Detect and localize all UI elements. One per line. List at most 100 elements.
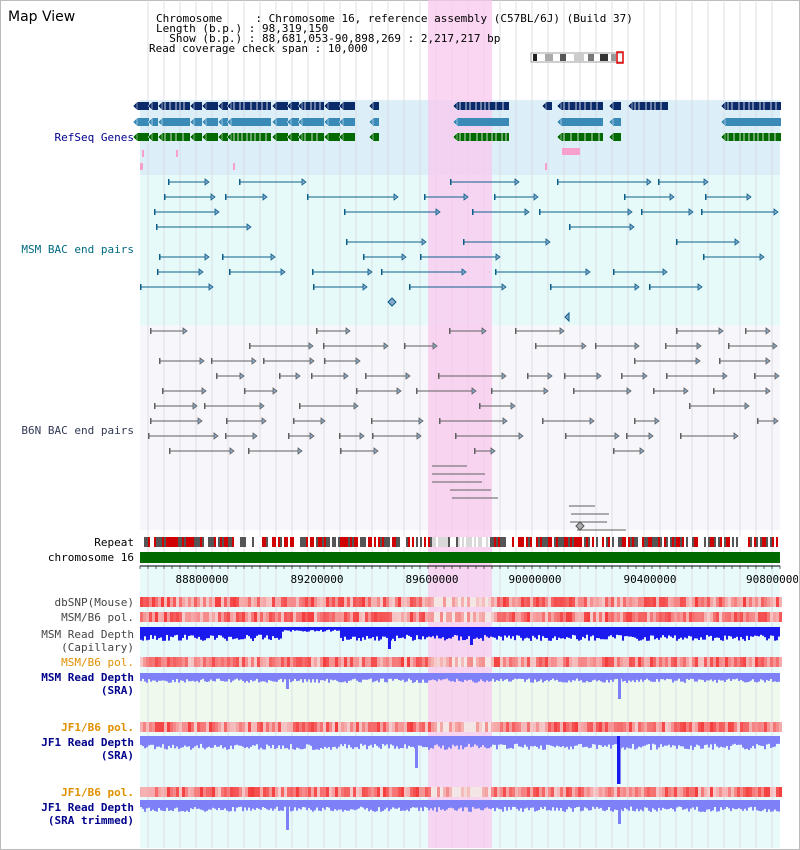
repeat-track[interactable] bbox=[140, 537, 780, 547]
heatmap-cell bbox=[314, 787, 317, 797]
bac-end-marker bbox=[680, 433, 682, 439]
read-depth-bar bbox=[604, 736, 606, 746]
selected-region-highlight[interactable] bbox=[428, 0, 492, 848]
bac-end-marker bbox=[344, 209, 346, 215]
heatmap-cell bbox=[515, 597, 518, 607]
read-depth-bar bbox=[754, 673, 756, 682]
bac-end-arrow bbox=[393, 193, 399, 201]
read-depth-bar bbox=[576, 673, 578, 679]
heatmap-cell bbox=[281, 657, 284, 667]
read-depth-bar bbox=[608, 736, 610, 745]
read-depth-bar bbox=[430, 627, 432, 638]
read-depth-bar bbox=[462, 736, 464, 750]
heatmap-cell bbox=[155, 787, 158, 797]
heatmap-cell bbox=[731, 722, 734, 732]
read-depth-bar bbox=[600, 627, 602, 640]
heatmap-cell bbox=[554, 722, 557, 732]
repeat-segment bbox=[498, 537, 500, 547]
heatmap-cell bbox=[620, 722, 623, 732]
heatmap-cell bbox=[758, 657, 761, 667]
read-depth-bar bbox=[724, 736, 726, 748]
heatmap-cell bbox=[710, 657, 713, 667]
heatmap-cell bbox=[353, 612, 356, 622]
read-depth-bar bbox=[604, 673, 606, 683]
read-depth-bar bbox=[534, 800, 536, 812]
heatmap-cell bbox=[404, 597, 407, 607]
repeat-segment bbox=[384, 537, 386, 547]
read-depth-bar bbox=[248, 736, 250, 749]
repeat-segment bbox=[644, 537, 646, 547]
heatmap-cell bbox=[293, 597, 296, 607]
read-depth-bar bbox=[708, 800, 710, 810]
heatmap-cell bbox=[296, 657, 299, 667]
heatmap-cell bbox=[338, 722, 341, 732]
read-depth-bar bbox=[530, 800, 532, 808]
heatmap-cell bbox=[143, 787, 146, 797]
read-depth-bar bbox=[550, 627, 552, 641]
read-depth-bar bbox=[154, 800, 156, 812]
repeat-segment bbox=[294, 537, 296, 547]
read-depth-bar bbox=[572, 736, 574, 750]
gene-arrow bbox=[286, 117, 292, 127]
read-depth-bar bbox=[330, 673, 332, 680]
heatmap-cell bbox=[443, 722, 446, 732]
heatmap-cell bbox=[395, 722, 398, 732]
read-depth-bar bbox=[262, 800, 264, 807]
read-depth-bar bbox=[454, 736, 456, 747]
read-depth-bar bbox=[210, 800, 212, 810]
b6n-bac-end-pairs-track[interactable] bbox=[148, 327, 780, 531]
refseq-genes-track[interactable] bbox=[132, 101, 781, 170]
gene-arrow bbox=[286, 132, 292, 142]
read-depth-bar bbox=[592, 673, 594, 681]
read-depth-bar bbox=[316, 673, 318, 680]
heatmap-cell bbox=[356, 787, 359, 797]
read-depth-bar bbox=[406, 736, 408, 749]
read-depth-tracks[interactable] bbox=[140, 627, 780, 830]
read-depth-bar bbox=[510, 673, 512, 682]
chromosome-bar[interactable] bbox=[140, 552, 780, 563]
read-depth-bar bbox=[600, 736, 602, 746]
heatmap-cell bbox=[152, 722, 155, 732]
heatmap-tracks[interactable] bbox=[140, 597, 782, 797]
read-depth-bar bbox=[524, 736, 526, 745]
heatmap-cell bbox=[254, 597, 257, 607]
read-depth-bar bbox=[326, 736, 328, 749]
msm-bac-end-pairs-track[interactable] bbox=[140, 178, 779, 323]
bac-end-arrow bbox=[501, 372, 507, 380]
heatmap-cell bbox=[401, 657, 404, 667]
heatmap-cell bbox=[308, 657, 311, 667]
repeat-segment bbox=[296, 537, 298, 547]
read-depth-bar bbox=[238, 673, 240, 681]
read-depth-bar bbox=[260, 736, 262, 748]
gene-arrow bbox=[608, 117, 614, 127]
heatmap-cell bbox=[422, 597, 425, 607]
read-depth-bar bbox=[268, 627, 270, 640]
heatmap-cell bbox=[494, 657, 497, 667]
read-depth-bar bbox=[230, 627, 232, 637]
read-depth-bar bbox=[522, 800, 524, 812]
heatmap-cell bbox=[251, 597, 254, 607]
read-depth-bar bbox=[766, 800, 768, 812]
read-depth-bar bbox=[420, 800, 422, 808]
heatmap-cell bbox=[683, 612, 686, 622]
read-depth-bar bbox=[440, 627, 442, 639]
heatmap-cell bbox=[689, 612, 692, 622]
read-depth-bar bbox=[360, 627, 362, 641]
read-depth-bar bbox=[378, 673, 380, 683]
read-depth-bar bbox=[586, 627, 588, 635]
read-depth-bar bbox=[320, 673, 322, 681]
jf1-depth-sra-line1: JF1 Read Depth bbox=[41, 736, 134, 749]
chromosome-ideogram[interactable] bbox=[530, 51, 624, 64]
read-depth-bar bbox=[680, 673, 682, 682]
gene-arrow bbox=[452, 132, 458, 142]
read-depth-bar bbox=[202, 673, 204, 679]
heatmap-cell bbox=[167, 597, 170, 607]
read-depth-bar bbox=[602, 736, 604, 747]
read-depth-bar bbox=[610, 800, 612, 811]
heatmap-cell bbox=[560, 612, 563, 622]
read-depth-bar bbox=[622, 673, 624, 682]
heatmap-cell bbox=[566, 657, 569, 667]
read-depth-bar bbox=[400, 736, 402, 748]
read-depth-bar bbox=[758, 627, 760, 637]
gene-marker bbox=[176, 150, 178, 157]
